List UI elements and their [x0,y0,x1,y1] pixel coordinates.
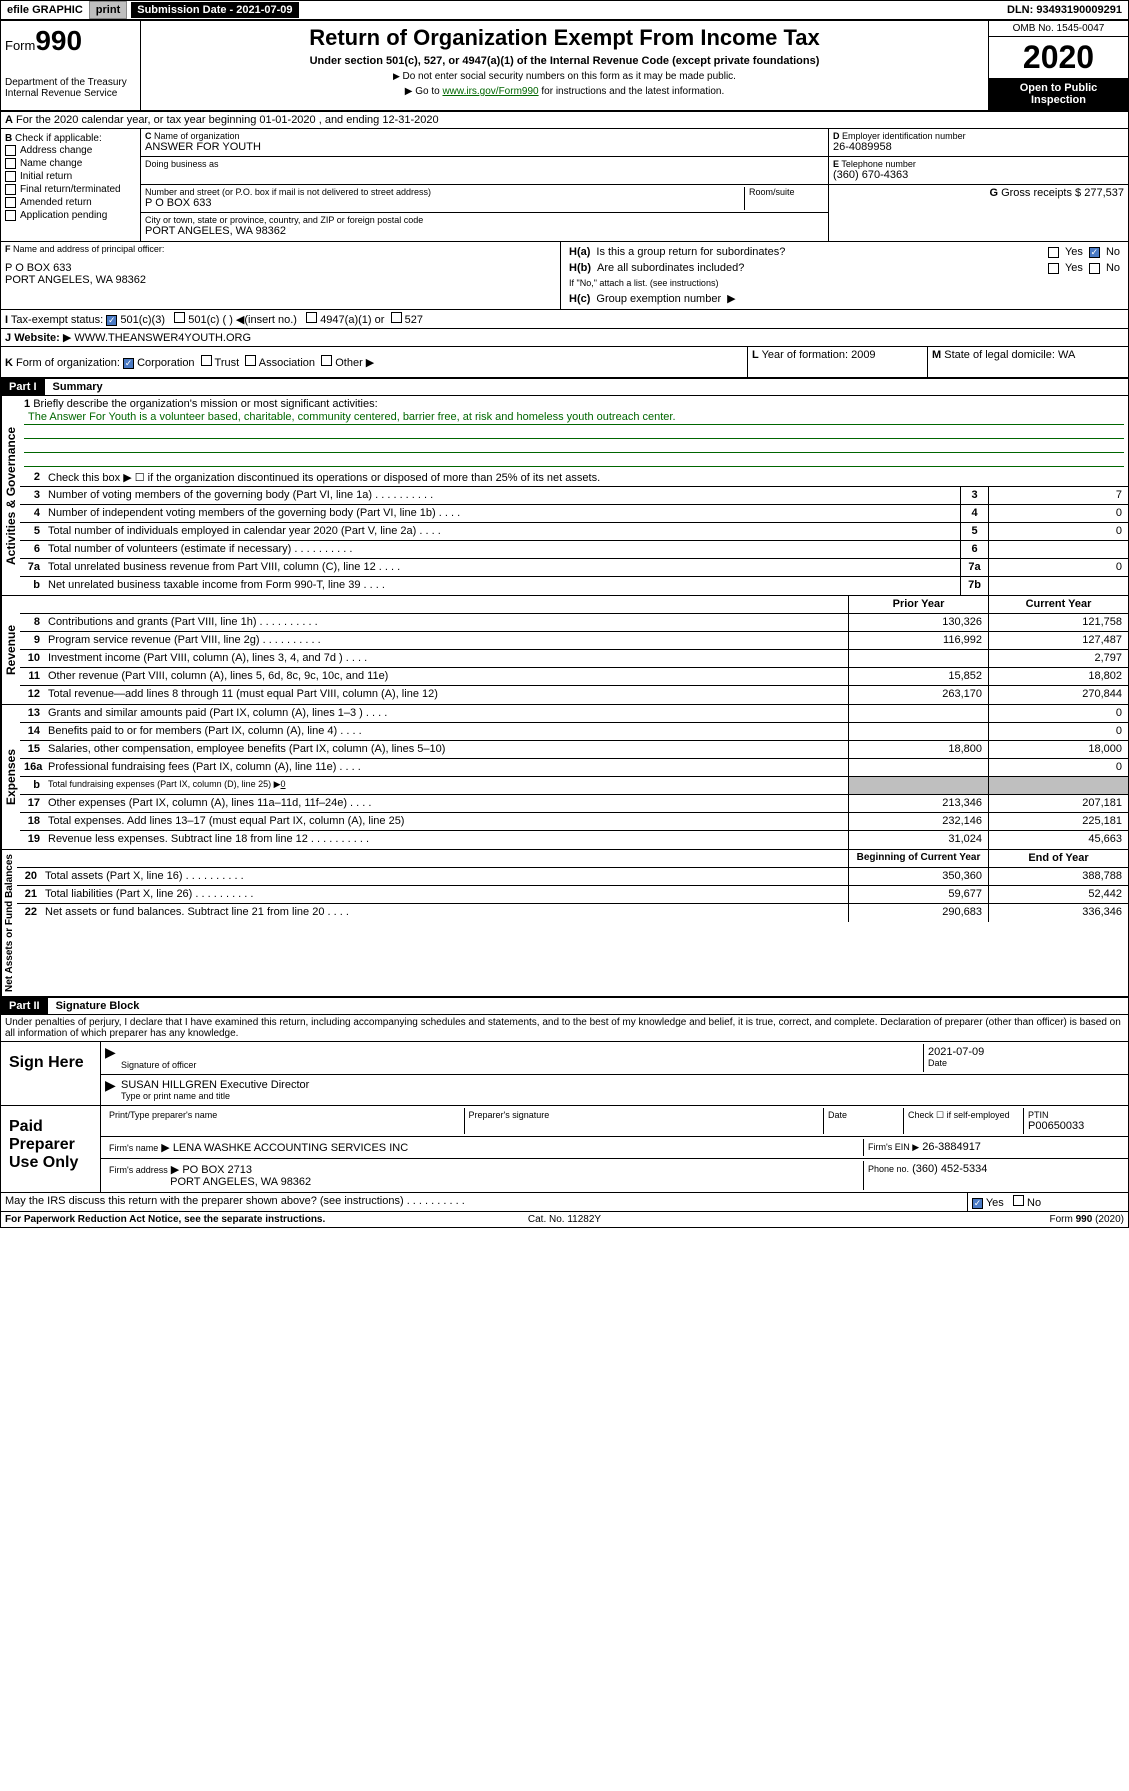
line21-curr: 52,442 [988,886,1128,903]
efile-label: efile GRAPHIC [1,2,89,18]
part2-header: Part II [1,998,48,1014]
section-a-period: A For the 2020 calendar year, or tax yea… [0,111,1129,129]
form-title: Return of Organization Exempt From Incom… [145,25,984,51]
firm-addr2: PORT ANGELES, WA 98362 [170,1176,311,1188]
form-header: Form990 Department of the Treasury Inter… [0,20,1129,111]
line7b-val [988,577,1128,595]
corp-checkbox[interactable] [123,358,134,369]
sign-here-label: Sign Here [1,1042,101,1105]
tax-year: 2020 [989,37,1128,78]
officer-name: SUSAN HILLGREN Executive Director [121,1079,1120,1091]
mission-text: The Answer For Youth is a volunteer base… [24,410,1124,425]
initial-return-checkbox[interactable] [5,171,16,182]
line3-val: 7 [988,487,1128,504]
line4-val: 0 [988,505,1128,522]
other-checkbox[interactable] [321,355,332,366]
line15-curr: 18,000 [988,741,1128,758]
ha-yes-checkbox[interactable] [1048,247,1059,258]
name-change-checkbox[interactable] [5,158,16,169]
501c-checkbox[interactable] [174,312,185,323]
discuss-yes-checkbox[interactable] [972,1198,983,1209]
paid-preparer-label: Paid Preparer Use Only [1,1106,101,1192]
part2-title: Signature Block [48,1000,140,1012]
discuss-no-checkbox[interactable] [1013,1195,1024,1206]
section-expenses: Expenses [1,705,20,849]
line10-curr: 2,797 [988,650,1128,667]
section-net-assets: Net Assets or Fund Balances [1,850,17,996]
org-address: P O BOX 633 [145,197,744,209]
line7a-val: 0 [988,559,1128,576]
line22-curr: 336,346 [988,904,1128,922]
org-name: ANSWER FOR YOUTH [145,141,824,153]
omb-number: OMB No. 1545-0047 [989,21,1128,37]
submission-date-label: Submission Date - 2021-07-09 [131,2,298,18]
instructions-note: ▶ Go to www.irs.gov/Form990 for instruct… [145,86,984,97]
final-return-checkbox[interactable] [5,184,16,195]
officer-addr1: P O BOX 633 [5,262,556,274]
phone: (360) 670-4363 [833,169,1124,181]
501c3-checkbox[interactable] [106,315,117,326]
dept-label: Department of the Treasury [5,77,136,88]
ptin: P00650033 [1028,1120,1120,1132]
top-bar: efile GRAPHIC print Submission Date - 20… [0,0,1129,20]
line20-curr: 388,788 [988,868,1128,885]
website: WWW.THEANSWER4YOUTH.ORG [74,332,251,344]
form-number: Form990 [5,25,136,57]
pra-notice: For Paperwork Reduction Act Notice, see … [5,1214,325,1225]
527-checkbox[interactable] [391,312,402,323]
line16a-curr: 0 [988,759,1128,776]
line9-curr: 127,487 [988,632,1128,649]
trust-checkbox[interactable] [201,355,212,366]
irs-label: Internal Revenue Service [5,88,136,99]
gross-receipts: 277,537 [1084,187,1124,199]
irs-link[interactable]: www.irs.gov/Form990 [442,86,538,97]
line6-val [988,541,1128,558]
ein: 26-4089958 [833,141,1124,153]
sig-date: 2021-07-09 [928,1046,1120,1058]
discuss-question: May the IRS discuss this return with the… [1,1193,968,1211]
part1-title: Summary [45,381,103,393]
firm-name: LENA WASHKE ACCOUNTING SERVICES INC [173,1142,408,1154]
addr-change-checkbox[interactable] [5,145,16,156]
line17-curr: 207,181 [988,795,1128,812]
firm-addr1: PO BOX 2713 [182,1164,252,1176]
line12-curr: 270,844 [988,686,1128,704]
line19-curr: 45,663 [988,831,1128,849]
assoc-checkbox[interactable] [245,355,256,366]
ha-no-checkbox[interactable] [1089,247,1100,258]
perjury-statement: Under penalties of perjury, I declare th… [0,1015,1129,1041]
domicile-state: WA [1058,349,1075,361]
line5-val: 0 [988,523,1128,540]
check-applicable-col: B Check if applicable: Address change Na… [1,129,141,241]
amended-checkbox[interactable] [5,197,16,208]
hb-yes-checkbox[interactable] [1048,263,1059,274]
cat-number: Cat. No. 11282Y [378,1214,751,1225]
form-footer: Form 990 (2020) [751,1214,1124,1225]
form-subtitle: Under section 501(c), 527, or 4947(a)(1)… [145,55,984,67]
line8-curr: 121,758 [988,614,1128,631]
app-pending-checkbox[interactable] [5,210,16,221]
hb-no-checkbox[interactable] [1089,263,1100,274]
line13-curr: 0 [988,705,1128,722]
org-city: PORT ANGELES, WA 98362 [145,225,824,237]
print-button[interactable]: print [89,1,127,19]
line18-curr: 225,181 [988,813,1128,830]
part1-header: Part I [1,379,45,395]
section-activities-governance: Activities & Governance [1,396,20,595]
open-public-label: Open to Public Inspection [989,78,1128,110]
firm-ein: 26-3884917 [922,1141,981,1153]
section-revenue: Revenue [1,596,20,704]
4947-checkbox[interactable] [306,312,317,323]
line11-curr: 18,802 [988,668,1128,685]
firm-phone: (360) 452-5334 [912,1163,987,1175]
dln-label: DLN: 93493190009291 [1001,2,1128,18]
year-formation: 2009 [851,349,875,361]
officer-addr2: PORT ANGELES, WA 98362 [5,274,556,286]
line14-curr: 0 [988,723,1128,740]
ssn-note: Do not enter social security numbers on … [145,71,984,82]
